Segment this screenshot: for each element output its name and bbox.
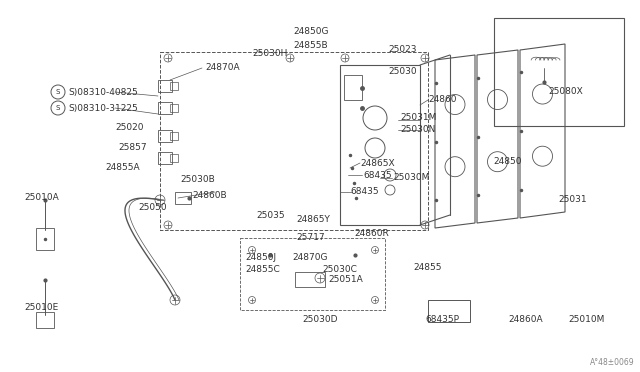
Text: 25030: 25030 — [388, 67, 417, 77]
Text: 68435P: 68435P — [425, 315, 459, 324]
Text: 24860B: 24860B — [192, 190, 227, 199]
Text: 25010M: 25010M — [568, 315, 604, 324]
Text: S)08310-31225: S)08310-31225 — [68, 103, 138, 112]
Text: 24855B: 24855B — [293, 42, 328, 51]
Text: 24870A: 24870A — [205, 64, 239, 73]
Text: 25010A: 25010A — [24, 193, 59, 202]
Text: 25857: 25857 — [118, 144, 147, 153]
Text: S: S — [56, 89, 60, 95]
Text: 24860: 24860 — [428, 96, 456, 105]
Text: 25050: 25050 — [138, 202, 166, 212]
Text: 25010E: 25010E — [24, 304, 58, 312]
Text: A°48±0069: A°48±0069 — [590, 358, 635, 367]
Text: 25031: 25031 — [558, 196, 587, 205]
Text: 24855A: 24855A — [105, 164, 140, 173]
Text: 24855C: 24855C — [245, 266, 280, 275]
Text: 25030C: 25030C — [322, 266, 357, 275]
Text: 25051A: 25051A — [328, 276, 363, 285]
Text: 24865X: 24865X — [360, 158, 395, 167]
Text: 25080X: 25080X — [548, 87, 583, 96]
Text: 24860A: 24860A — [508, 315, 543, 324]
Text: 24870G: 24870G — [292, 253, 328, 262]
Text: 25030N: 25030N — [400, 125, 435, 135]
Text: 25030M: 25030M — [393, 173, 429, 183]
Text: 25035: 25035 — [256, 211, 285, 219]
Text: S: S — [56, 105, 60, 111]
Text: 24850: 24850 — [493, 157, 522, 167]
Text: 25020: 25020 — [115, 124, 143, 132]
Text: 24850G: 24850G — [293, 28, 328, 36]
Text: S)08310-40825: S)08310-40825 — [68, 87, 138, 96]
Text: 25030H: 25030H — [252, 49, 287, 58]
Text: 25030B: 25030B — [180, 176, 215, 185]
Text: 68435: 68435 — [363, 170, 392, 180]
Text: 24865Y: 24865Y — [296, 215, 330, 224]
Text: 68435: 68435 — [350, 187, 379, 196]
Text: 24855: 24855 — [413, 263, 442, 272]
Text: 25717: 25717 — [296, 234, 324, 243]
Text: 25030D: 25030D — [302, 315, 337, 324]
Text: 24860R: 24860R — [354, 228, 388, 237]
Text: 24850J: 24850J — [245, 253, 276, 262]
Text: 25031M: 25031M — [400, 113, 436, 122]
Text: 25023: 25023 — [388, 45, 417, 55]
